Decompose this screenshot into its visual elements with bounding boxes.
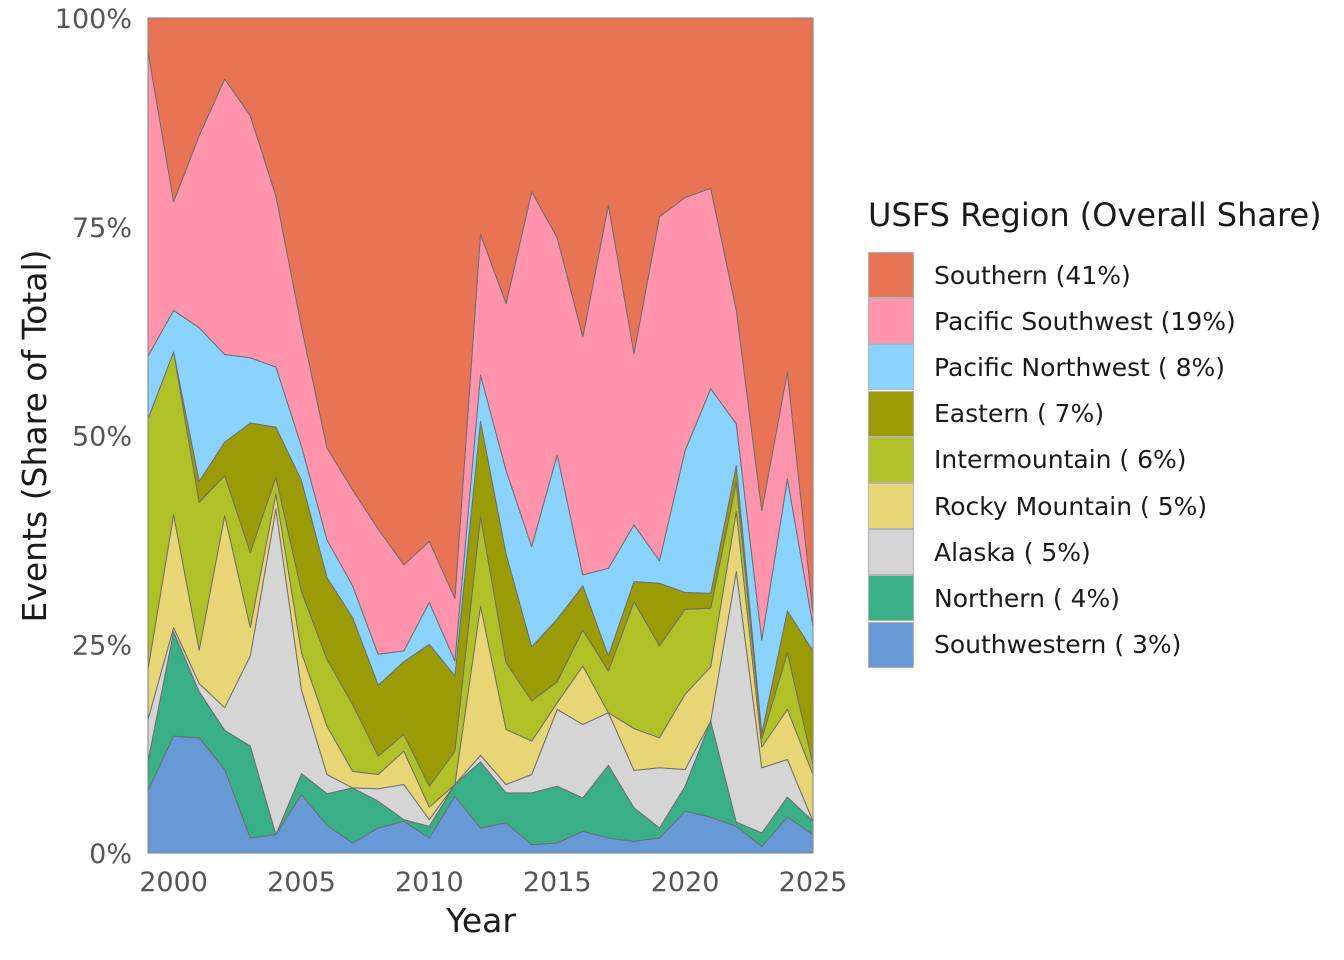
y-axis-title: Events (Share of Total) xyxy=(15,249,54,622)
legend: USFS Region (Overall Share) Southern (41… xyxy=(868,196,1322,668)
legend-label: Intermountain ( 6%) xyxy=(934,445,1187,475)
y-tick-label: 25% xyxy=(72,630,132,661)
legend-label: Eastern ( 7%) xyxy=(934,399,1105,429)
legend-label: Southern (41%) xyxy=(934,260,1131,290)
x-tick-label: 2010 xyxy=(395,867,464,898)
legend-item: Alaska ( 5%) xyxy=(868,529,1322,576)
x-axis-title: Year xyxy=(445,901,516,940)
legend-label: Alaska ( 5%) xyxy=(934,537,1091,567)
legend-swatch xyxy=(868,252,914,299)
x-tick-label: 2015 xyxy=(523,867,592,898)
legend-title: USFS Region (Overall Share) xyxy=(868,196,1322,234)
x-tick-label: 2020 xyxy=(651,867,720,898)
legend-item: Eastern ( 7%) xyxy=(868,390,1322,437)
panel-border xyxy=(147,17,814,854)
legend-swatch xyxy=(868,344,914,391)
legend-swatch xyxy=(868,483,914,530)
legend-label: Rocky Mountain ( 5%) xyxy=(934,491,1208,521)
legend-swatch xyxy=(868,298,914,345)
legend-item: Intermountain ( 6%) xyxy=(868,436,1322,483)
y-tick-label: 75% xyxy=(72,213,132,244)
legend-item: Northern ( 4%) xyxy=(868,575,1322,622)
legend-items: Southern (41%) Pacific Southwest (19%) Pac… xyxy=(868,252,1322,668)
y-axis: 0% 25% 50% 75% 100% xyxy=(55,4,132,870)
y-tick-label: 0% xyxy=(89,839,132,870)
legend-item: Pacific Southwest (19%) xyxy=(868,298,1322,345)
legend-item: Southern (41%) xyxy=(868,252,1322,299)
legend-swatch xyxy=(868,621,914,668)
legend-swatch xyxy=(868,575,914,622)
legend-label: Pacific Northwest ( 8%) xyxy=(934,352,1226,382)
x-tick-label: 2005 xyxy=(267,867,336,898)
area-layer xyxy=(147,17,814,854)
legend-label: Northern ( 4%) xyxy=(934,583,1121,613)
legend-item: Rocky Mountain ( 5%) xyxy=(868,483,1322,530)
x-tick-label: 2000 xyxy=(139,867,208,898)
y-tick-label: 50% xyxy=(72,422,132,453)
legend-item: Southwestern ( 3%) xyxy=(868,621,1322,668)
x-tick-label: 2025 xyxy=(779,867,848,898)
legend-item: Pacific Northwest ( 8%) xyxy=(868,344,1322,391)
x-axis: 2000 2005 2010 2015 2020 2025 xyxy=(139,867,847,898)
legend-swatch xyxy=(868,390,914,437)
y-tick-label: 100% xyxy=(55,4,132,35)
legend-label: Southwestern ( 3%) xyxy=(934,630,1182,660)
legend-label: Pacific Southwest (19%) xyxy=(934,306,1236,336)
legend-swatch xyxy=(868,529,914,576)
legend-swatch xyxy=(868,436,914,483)
